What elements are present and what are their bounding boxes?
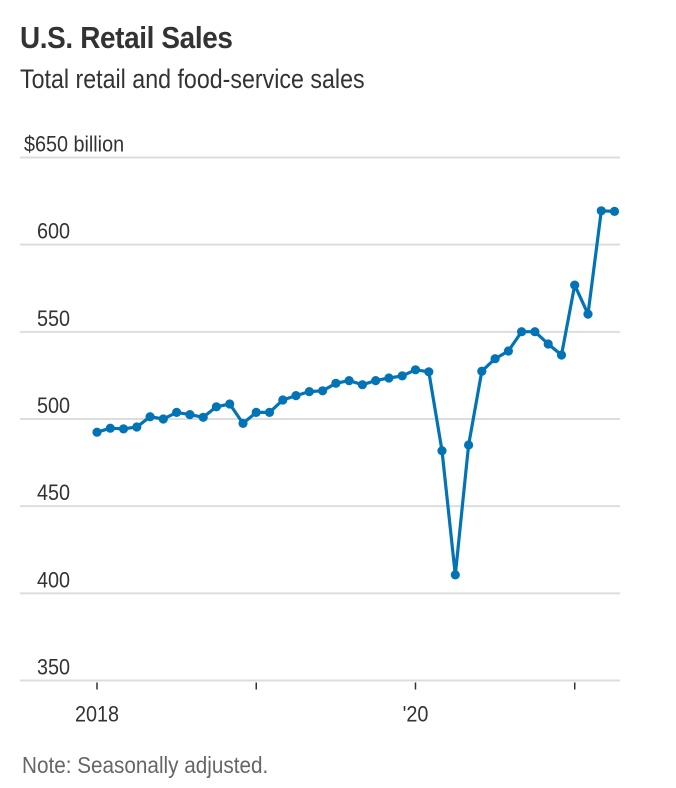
x-axis: 2018 '20 (75, 682, 576, 727)
data-point-2019-05 (304, 387, 314, 397)
series-line (95, 209, 617, 577)
data-point-2018-06 (158, 414, 168, 424)
data-point-2019-08 (344, 376, 354, 386)
data-point-2019-11 (384, 373, 394, 383)
y-tick-label: 500 (37, 394, 70, 418)
data-point-2020-08 (503, 346, 513, 356)
data-point-2020-10 (530, 327, 540, 337)
data-point-2021-01 (570, 280, 580, 290)
data-point-2018-05 (145, 412, 155, 422)
data-point-2019-03 (278, 395, 288, 405)
data-point-2018-07 (172, 407, 182, 417)
data-point-2019-04 (291, 391, 301, 401)
data-point-2018-11 (225, 399, 235, 409)
data-point-2018-04 (132, 422, 142, 432)
data-point-2018-08 (185, 410, 195, 420)
data-point-2018-01 (92, 427, 102, 437)
y-tick-label: 550 (37, 307, 70, 331)
y-tick-label: 600 (37, 220, 70, 244)
y-tick-label: 400 (37, 568, 70, 592)
data-point-2021-04 (609, 206, 620, 216)
data-point-2018-09 (198, 412, 208, 422)
chart-subtitle: Total retail and food-service sales (20, 64, 365, 94)
data-point-2019-06 (318, 386, 328, 396)
data-point-2020-04 (450, 570, 460, 580)
y-tick-label: 450 (37, 481, 70, 505)
x-tick-label: 2018 (75, 703, 119, 727)
data-point-2020-03 (437, 446, 447, 456)
data-point-2019-07 (331, 378, 341, 388)
data-point-2020-12 (556, 350, 567, 360)
data-point-2020-07 (490, 354, 500, 364)
data-point-2018-03 (118, 424, 129, 434)
data-point-2020-09 (517, 327, 527, 337)
series (92, 206, 620, 580)
data-point-2020-01 (410, 365, 421, 375)
data-point-2018-02 (105, 423, 115, 433)
data-point-2019-10 (371, 376, 381, 386)
data-point-2019-01 (251, 407, 261, 417)
data-point-2019-12 (397, 371, 407, 381)
y-axis-labels: 350 400 450 500 550 600 $650 billion (24, 133, 124, 680)
data-point-2021-02 (583, 309, 593, 319)
chart-title: U.S. Retail Sales (20, 20, 233, 55)
data-point-2020-06 (477, 366, 487, 376)
data-point-2019-02 (264, 407, 275, 417)
data-point-2019-09 (357, 380, 367, 390)
footnote: Note: Seasonally adjusted. (22, 752, 269, 778)
data-point-2018-12 (238, 418, 248, 428)
gridlines (20, 156, 620, 682)
data-point-2018-10 (211, 402, 221, 412)
y-tick-label: 350 (37, 656, 70, 680)
data-point-2020-05 (464, 440, 474, 450)
data-point-2020-02 (424, 367, 434, 377)
x-tick-label: '20 (403, 703, 429, 727)
data-point-2020-11 (543, 339, 553, 349)
data-point-2021-03 (596, 206, 606, 216)
y-tick-label: $650 billion (24, 133, 124, 157)
